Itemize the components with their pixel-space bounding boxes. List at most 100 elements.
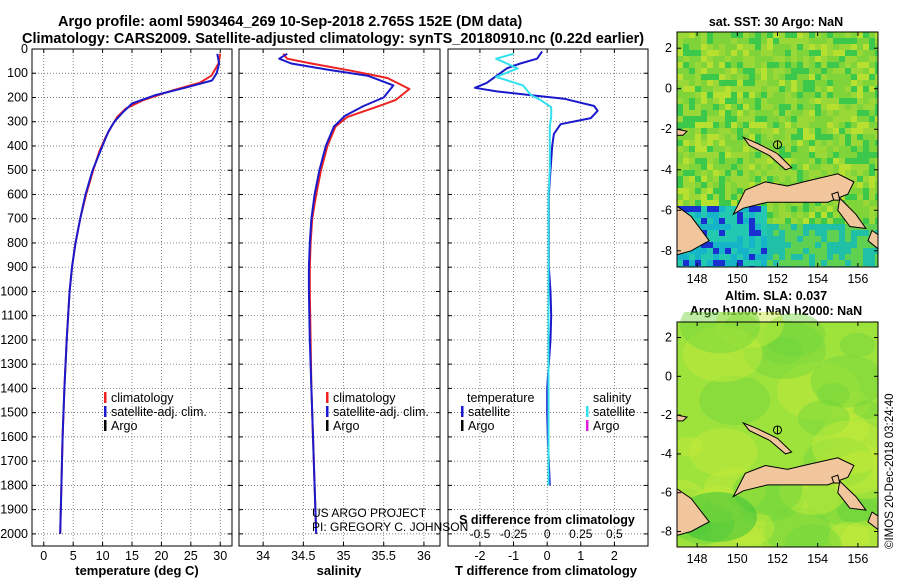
sst-cell bbox=[833, 230, 839, 236]
sst-cell bbox=[731, 248, 737, 254]
sst-cell bbox=[689, 254, 695, 260]
sst-cell bbox=[773, 242, 779, 248]
sst-cell bbox=[761, 236, 767, 242]
sst-cell bbox=[791, 248, 797, 254]
depth-tick-label: 0 bbox=[21, 42, 28, 56]
sst-cell bbox=[833, 128, 839, 134]
sst-cell bbox=[827, 260, 833, 266]
sst-cell bbox=[869, 98, 875, 104]
sst-cell bbox=[797, 206, 803, 212]
sst-cell bbox=[767, 236, 773, 242]
sst-cell bbox=[707, 242, 713, 248]
sst-cell bbox=[875, 182, 878, 188]
sst-cell bbox=[779, 200, 785, 206]
sst-cell bbox=[785, 218, 791, 224]
sst-cell bbox=[683, 122, 689, 128]
sst-cell bbox=[719, 152, 725, 158]
sst-cell bbox=[701, 110, 707, 116]
sst-cell bbox=[851, 140, 857, 146]
sst-cell bbox=[689, 74, 695, 80]
sst-cell bbox=[851, 134, 857, 140]
sst-cell bbox=[857, 86, 863, 92]
sst-cell bbox=[797, 212, 803, 218]
sst-cell bbox=[833, 32, 839, 38]
figure-title-line1: Argo profile: aoml 5903464_269 10-Sep-20… bbox=[58, 14, 522, 30]
sst-cell bbox=[761, 212, 767, 218]
sst-cell bbox=[869, 164, 875, 170]
x-tick-label: 0 bbox=[40, 549, 47, 563]
legend-satellite-swatch bbox=[326, 406, 329, 417]
sst-cell bbox=[737, 128, 743, 134]
sst-cell bbox=[731, 116, 737, 122]
sst-cell bbox=[803, 128, 809, 134]
sst-cell bbox=[713, 98, 719, 104]
sst-cell bbox=[779, 80, 785, 86]
sst-cell bbox=[713, 164, 719, 170]
sst-cell bbox=[695, 182, 701, 188]
lon-tick-label: 148 bbox=[687, 272, 708, 286]
sst-cell bbox=[731, 176, 737, 182]
sst-cell bbox=[767, 116, 773, 122]
sst-cell bbox=[749, 230, 755, 236]
sst-cell bbox=[863, 68, 869, 74]
sst-cell bbox=[719, 242, 725, 248]
sst-cell bbox=[725, 44, 731, 50]
sst-cell bbox=[779, 236, 785, 242]
sst-cell bbox=[725, 32, 731, 38]
sst-cell bbox=[773, 176, 779, 182]
difference-legend-temperature: temperature satellite Argo bbox=[461, 391, 534, 433]
sst-cell bbox=[743, 158, 749, 164]
sst-cell bbox=[773, 122, 779, 128]
sst-cell bbox=[761, 134, 767, 140]
sst-cell bbox=[707, 188, 713, 194]
sst-cell bbox=[767, 170, 773, 176]
sst-cell bbox=[677, 68, 683, 74]
legend-climatology-label: climatology bbox=[333, 391, 396, 405]
s-diff-tick-label: -0.5 bbox=[470, 527, 491, 541]
sst-cell bbox=[809, 44, 815, 50]
sst-cell bbox=[857, 254, 863, 260]
sst-cell bbox=[827, 104, 833, 110]
sst-cell bbox=[791, 176, 797, 182]
lat-tick-label: 2 bbox=[665, 331, 672, 345]
sst-cell bbox=[767, 260, 773, 266]
sst-cell bbox=[869, 212, 875, 218]
sst-cell bbox=[731, 56, 737, 62]
sla-blob bbox=[828, 521, 871, 547]
sst-cell bbox=[731, 146, 737, 152]
sst-cell bbox=[863, 44, 869, 50]
sst-cell bbox=[695, 158, 701, 164]
sst-cell bbox=[707, 110, 713, 116]
sst-cell bbox=[821, 152, 827, 158]
sst-cell bbox=[713, 260, 719, 266]
sst-cell bbox=[725, 116, 731, 122]
sst-cell bbox=[749, 98, 755, 104]
sla-blob bbox=[776, 361, 861, 421]
sst-cell bbox=[857, 32, 863, 38]
sst-cell bbox=[863, 38, 869, 44]
sst-cell bbox=[809, 152, 815, 158]
sst-cell bbox=[785, 104, 791, 110]
sst-cell bbox=[683, 98, 689, 104]
sst-cell bbox=[683, 44, 689, 50]
sst-cell bbox=[773, 248, 779, 254]
sst-cell bbox=[857, 68, 863, 74]
sst-cell bbox=[809, 80, 815, 86]
sst-cell bbox=[875, 164, 878, 170]
sst-cell bbox=[761, 44, 767, 50]
sst-cell bbox=[827, 164, 833, 170]
sst-cell bbox=[797, 32, 803, 38]
sst-cell bbox=[797, 140, 803, 146]
sst-cell bbox=[767, 122, 773, 128]
sst-cell bbox=[737, 194, 743, 200]
sst-cell bbox=[773, 44, 779, 50]
sst-cell bbox=[797, 116, 803, 122]
sst-cell bbox=[683, 152, 689, 158]
sst-cell bbox=[815, 56, 821, 62]
sst-cell bbox=[755, 224, 761, 230]
sst-cell bbox=[767, 254, 773, 260]
sst-cell bbox=[815, 62, 821, 68]
sst-cell bbox=[821, 110, 827, 116]
sst-cell bbox=[773, 86, 779, 92]
sst-cell bbox=[761, 242, 767, 248]
